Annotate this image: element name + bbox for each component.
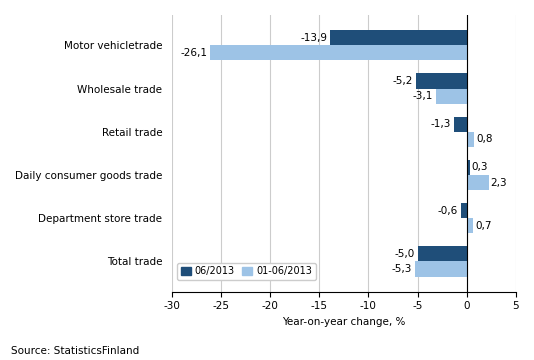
Text: -13,9: -13,9 [300,33,327,43]
Text: 2,3: 2,3 [491,177,507,188]
Text: -5,2: -5,2 [392,76,413,86]
Text: 0,7: 0,7 [475,221,491,231]
Bar [436,89,467,104]
Text: -1,3: -1,3 [430,119,451,129]
X-axis label: Year-on-year change, %: Year-on-year change, % [282,317,406,327]
Bar [467,132,474,147]
Text: -5,3: -5,3 [391,264,412,274]
Bar [467,160,469,175]
Bar [414,261,467,276]
Text: 0,3: 0,3 [471,162,488,172]
Bar [467,175,489,190]
Bar [418,246,467,261]
Legend: 06/2013, 01-06/2013: 06/2013, 01-06/2013 [177,262,316,280]
Text: -26,1: -26,1 [180,48,207,58]
Bar [461,203,467,218]
Text: -5,0: -5,0 [394,249,414,259]
Text: Source: StatisticsFinland: Source: StatisticsFinland [11,346,139,356]
Text: -3,1: -3,1 [413,91,433,101]
Bar [454,117,467,132]
Bar [467,218,474,233]
Bar [330,30,467,45]
Text: 0,8: 0,8 [476,134,492,144]
Bar [210,45,467,60]
Bar [415,73,467,89]
Text: -0,6: -0,6 [437,206,458,216]
